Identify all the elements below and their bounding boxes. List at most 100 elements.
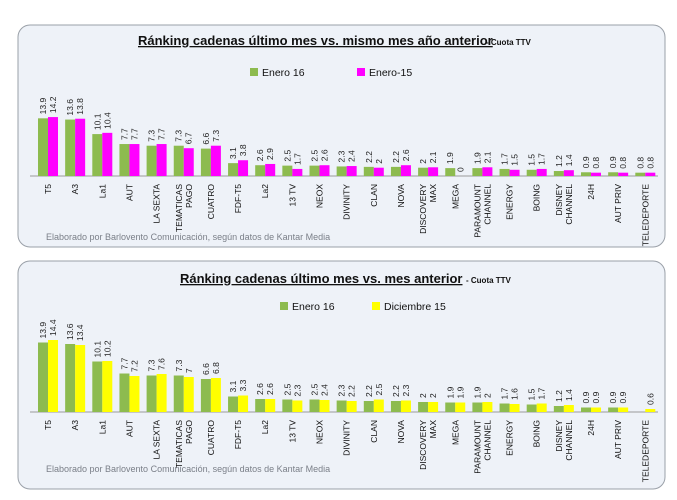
data-label: 2 — [418, 159, 428, 164]
chart-subtitle: - Cuota TTV — [466, 276, 512, 285]
data-label: 13.4 — [75, 324, 85, 341]
data-label: 6.6 — [201, 133, 211, 145]
category-label: CHANNEL — [564, 420, 574, 461]
data-label: 10.1 — [92, 113, 102, 130]
data-label: 10.2 — [102, 340, 112, 357]
bar — [390, 166, 401, 176]
bar — [282, 165, 293, 176]
data-label: 2.6 — [320, 149, 330, 161]
category-label: AUT — [124, 184, 134, 201]
data-label: 2.5 — [310, 150, 320, 162]
bar — [363, 401, 374, 412]
chart-subtitle: - Cuota TTV — [486, 38, 532, 47]
legend-label-2: Diciembre 15 — [384, 301, 446, 313]
data-label: 10.1 — [92, 341, 102, 358]
bar — [255, 165, 266, 176]
data-label: 1.5 — [527, 388, 537, 400]
legend-label-2: Enero-15 — [369, 67, 412, 79]
legend-swatch-1 — [250, 68, 258, 76]
category-label: T5 — [43, 184, 53, 194]
footnote: Elaborado por Barlovento Comunicación, s… — [46, 232, 330, 242]
bar — [635, 172, 646, 176]
bar — [102, 132, 113, 176]
bar — [319, 165, 330, 176]
category-label: PAGO — [184, 420, 194, 444]
category-label: DISCOVERY — [418, 184, 428, 234]
category-label: CHANNEL — [482, 420, 492, 461]
chart-panel-2: Ránking cadenas último mes vs. mes anter… — [17, 260, 666, 490]
data-label: 7.3 — [147, 130, 157, 142]
data-label: 2.2 — [391, 385, 401, 397]
data-label: 2 — [374, 159, 384, 164]
category-label: DIVINITY — [342, 184, 352, 220]
data-label: 2.5 — [282, 150, 292, 162]
category-label: FDF-T5 — [233, 420, 243, 450]
bar — [428, 167, 439, 176]
bar — [428, 402, 439, 412]
category-label: CUATRO — [206, 184, 216, 220]
bar — [146, 145, 157, 176]
data-label: 0.6 — [645, 393, 655, 405]
data-label: 7.3 — [174, 130, 184, 142]
bar — [472, 168, 483, 176]
bar — [92, 361, 103, 412]
panel-background — [17, 24, 666, 248]
bar — [618, 407, 629, 412]
category-label: MAX — [428, 184, 438, 203]
data-label: 1.9 — [455, 386, 465, 398]
data-label: 1.5 — [510, 154, 520, 166]
category-label: TELEDEPORTE — [640, 184, 650, 247]
bar — [129, 376, 140, 412]
bar — [200, 148, 211, 176]
data-label: 0.9 — [591, 391, 601, 403]
bar — [608, 172, 619, 176]
data-label: 1.9 — [472, 152, 482, 164]
bar — [553, 171, 564, 176]
data-label: 2.2 — [364, 151, 374, 163]
bar — [526, 169, 537, 176]
category-label: CLAN — [369, 184, 379, 207]
data-label: 3.8 — [238, 144, 248, 156]
data-label: 0.8 — [645, 157, 655, 169]
category-label: LA SEXTA — [152, 184, 162, 224]
data-label: 0.9 — [581, 391, 591, 403]
data-label: 0.8 — [591, 157, 601, 169]
category-label: CHANNEL — [564, 184, 574, 225]
data-label: 1.9 — [472, 386, 482, 398]
plot-area: 13.9 14.4 T5 13.6 13.4 A3 10.1 10.2 La1 7.7 7.2 AUT… — [30, 319, 658, 482]
data-label: 7.7 — [129, 128, 139, 140]
legend-swatch-2 — [372, 302, 380, 310]
category-label: DIVINITY — [342, 420, 352, 456]
bar — [418, 402, 429, 412]
data-label: 1.7 — [500, 153, 510, 165]
bar — [183, 148, 194, 176]
footnote: Elaborado por Barlovento Comunicación, s… — [46, 464, 330, 474]
bar — [173, 145, 184, 176]
category-label: 24H — [586, 420, 596, 436]
data-label: 1.7 — [292, 153, 302, 165]
data-label: 2 — [428, 393, 438, 398]
bar — [38, 118, 48, 176]
data-label: 2.4 — [320, 384, 330, 396]
bar — [228, 163, 239, 176]
bar — [173, 375, 184, 412]
bar — [400, 400, 411, 412]
data-label: 2.9 — [265, 148, 275, 160]
bar — [48, 117, 58, 176]
category-label: 24H — [586, 184, 596, 200]
bar — [563, 405, 574, 412]
bar — [455, 402, 466, 412]
bar — [608, 407, 619, 412]
category-label: NOVA — [396, 184, 406, 208]
bar — [282, 399, 293, 412]
data-label: 1.9 — [445, 152, 455, 164]
category-label: A3 — [70, 184, 80, 195]
bar — [509, 169, 520, 176]
category-label: DISNEY — [554, 420, 564, 452]
category-label: DISCOVERY — [418, 420, 428, 470]
bar — [75, 345, 86, 412]
category-label: CUATRO — [206, 420, 216, 456]
data-label: 13.9 — [38, 97, 48, 114]
bar — [183, 377, 194, 412]
category-label: La2 — [260, 184, 270, 198]
